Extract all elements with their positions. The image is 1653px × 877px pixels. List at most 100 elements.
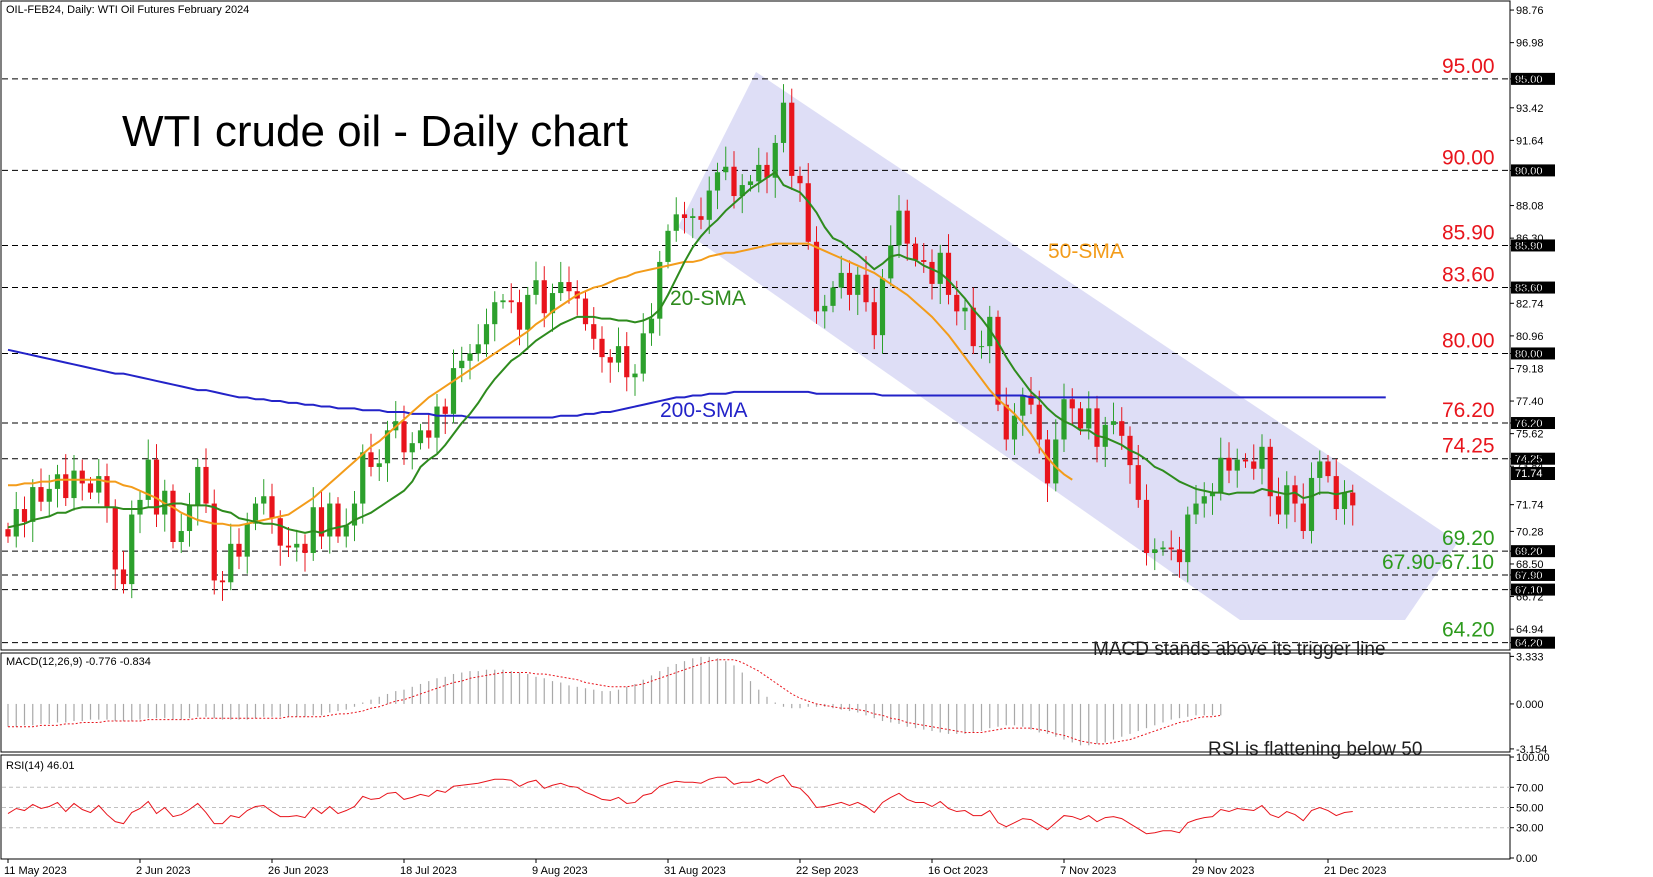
candle-down: [1176, 549, 1183, 563]
level-tag: [1511, 164, 1555, 177]
candle-down: [516, 302, 523, 330]
candle-down: [401, 421, 407, 453]
price-tick-label: 64.94: [1516, 624, 1544, 636]
candle-up: [228, 543, 234, 583]
macd-tick-label: 0.000: [1516, 699, 1544, 711]
candle-up: [417, 430, 424, 444]
price-tick-label: 70.28: [1516, 526, 1544, 538]
rsi-tick-label: 100.00: [1516, 752, 1550, 764]
level-tag-value: 76.20: [1515, 418, 1543, 430]
candle-down: [1094, 408, 1100, 447]
candle-up: [657, 261, 663, 319]
candle-up: [1086, 408, 1092, 429]
candle-up: [384, 430, 391, 464]
candle-down: [5, 529, 11, 537]
candle-down: [1275, 496, 1282, 515]
candle-down: [970, 307, 976, 347]
candle-down: [285, 545, 292, 548]
candle-up: [30, 487, 36, 522]
level-label: 85.90: [1442, 221, 1495, 244]
candle-up: [739, 185, 745, 197]
candle-down: [236, 543, 242, 557]
candle-down: [1251, 461, 1257, 469]
sma200-line: [7, 348, 1386, 419]
main-panel-frame: [0, 0, 1511, 651]
candle-down: [38, 487, 44, 502]
candle-up: [558, 282, 564, 294]
candle-up: [1102, 424, 1108, 447]
candle-up: [525, 294, 531, 330]
date-tick-label: 21 Dec 2023: [1324, 865, 1386, 877]
date-tick-label: 18 Jul 2023: [400, 865, 457, 877]
candle-up: [962, 307, 968, 312]
candle-up: [178, 531, 184, 542]
date-axis: 11 May 2023 2 Jun 2023 26 Jun 2023 18 Jul 2…: [4, 859, 1386, 877]
candle-down: [921, 260, 927, 262]
level-tag-value: 90.00: [1515, 165, 1543, 177]
price-tick-label: 76.20: [1516, 418, 1544, 430]
descending-channel: [678, 72, 1458, 620]
price-tick-label: 69.20: [1516, 546, 1544, 558]
candle-down: [731, 166, 737, 197]
candle-down: [599, 338, 605, 358]
candle-up: [1110, 421, 1117, 425]
candle-down: [805, 183, 811, 242]
candle-down: [269, 496, 275, 519]
candle-up: [129, 514, 135, 585]
rsi-legend: RSI(14) 46.01: [6, 760, 74, 772]
candle-down: [1036, 404, 1042, 440]
candle-down: [681, 214, 688, 218]
level-label: 74.25: [1442, 435, 1495, 458]
candle-up: [879, 278, 886, 336]
level-tag-value: 74.25: [1515, 454, 1543, 466]
candle-up: [1341, 492, 1348, 510]
level-tag: [1511, 417, 1555, 430]
candle-down: [1292, 485, 1298, 504]
candle-up: [475, 344, 481, 354]
candle-up: [838, 272, 844, 288]
candle-up: [648, 318, 655, 334]
candle-down: [1350, 492, 1356, 506]
candle-down: [954, 294, 960, 312]
candle-down: [1226, 457, 1232, 471]
candle-down: [211, 503, 217, 581]
price-tick-label: 98.76: [1516, 5, 1544, 17]
candle-down: [21, 509, 28, 522]
candle-down: [789, 102, 795, 176]
candle-down: [219, 580, 226, 583]
candle-up: [483, 324, 490, 345]
candle-up: [467, 353, 473, 361]
candle-down: [1069, 399, 1075, 409]
candle-up: [96, 476, 102, 493]
candle-down: [87, 483, 94, 493]
candle-up: [615, 346, 622, 363]
level-tag: [1511, 452, 1555, 465]
price-tick-label: 80.00: [1516, 348, 1544, 360]
candle-up: [756, 164, 762, 182]
candle-down: [277, 518, 283, 546]
date-tick-label: 29 Nov 2023: [1192, 865, 1254, 877]
level-label: 83.60: [1442, 264, 1495, 287]
candle-up: [665, 230, 671, 262]
candle-up: [186, 505, 193, 532]
candle-up: [1234, 459, 1240, 471]
candle-up: [1317, 461, 1323, 478]
current-price-tag: 71.74: [1511, 467, 1555, 480]
price-tick-label: 67.10: [1516, 585, 1544, 597]
candle-down: [698, 216, 704, 220]
candle-up: [434, 406, 440, 438]
price-tick-label: 67.90: [1516, 570, 1544, 582]
candle-up: [46, 488, 52, 502]
candle-up: [1011, 415, 1018, 440]
candle-down: [63, 474, 69, 499]
rsi-grid: [2, 786, 1510, 829]
candle-down: [1028, 395, 1034, 405]
candle-up: [706, 190, 712, 220]
macd-axis: 3.333 0.000 -3.154: [1510, 651, 1547, 756]
level-tag-value: 80.00: [1515, 348, 1543, 360]
price-tick-label: 95.00: [1516, 74, 1544, 86]
date-tick-label: 9 Aug 2023: [532, 865, 588, 877]
price-tick-label: 71.74: [1516, 500, 1544, 512]
candle-down: [1077, 408, 1084, 429]
